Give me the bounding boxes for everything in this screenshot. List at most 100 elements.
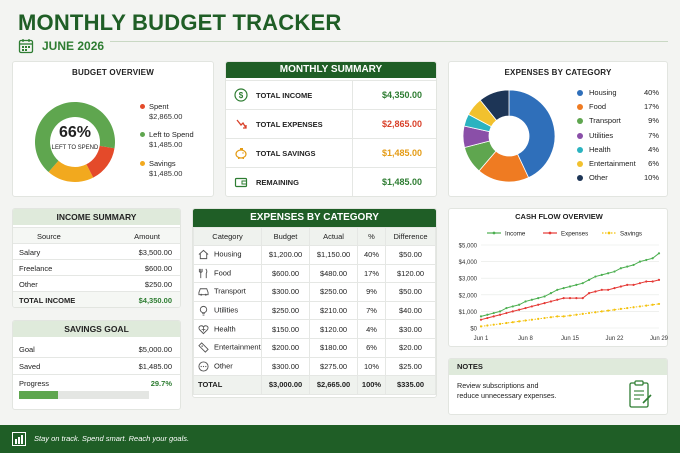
donut-segment-spent	[86, 145, 115, 178]
data-point-income	[511, 305, 514, 308]
data-point-savings	[543, 316, 546, 320]
data-point-savings	[486, 324, 489, 327]
data-point-savings	[619, 307, 622, 311]
expense-table-title: EXPENSES BY CATEGORY	[193, 209, 436, 227]
legend-savings: Savings $1,485.00	[140, 159, 182, 179]
data-point-income	[537, 297, 540, 300]
budget-donut-chart	[34, 102, 116, 182]
category-legend-health: Health 4%	[577, 145, 659, 155]
summary-row-savings: TOTAL SAVINGS $1,485.00	[226, 138, 436, 167]
data-point-expenses	[657, 278, 661, 281]
data-point-expenses	[613, 287, 616, 290]
x-tick-label: Jun 29	[650, 336, 669, 342]
data-point-expenses	[619, 285, 622, 288]
data-point-expenses	[562, 297, 565, 300]
data-point-income	[575, 283, 578, 286]
data-point-expenses	[530, 305, 533, 308]
category-legend-other: Other 10%	[577, 173, 659, 183]
summary-row-remaining: REMAINING $1,485.00	[226, 167, 436, 196]
notes-card: NOTES Review subscriptions and reduce un…	[448, 358, 668, 415]
car-icon	[198, 288, 209, 297]
data-point-expenses	[524, 306, 527, 310]
data-point-savings	[613, 308, 616, 311]
budget-center-value: 66%	[58, 124, 92, 141]
expense-row-health: Health $150.00 $120.00 4% $30.00	[193, 319, 436, 339]
data-point-expenses	[518, 308, 521, 311]
footer-text: Stay on track. Spend smart. Reach your g…	[34, 434, 190, 443]
data-point-expenses	[600, 288, 603, 291]
data-point-income	[556, 288, 559, 291]
legend-left-to-spend: Left to Spend $1,485.00	[140, 130, 194, 150]
data-point-income	[518, 303, 521, 306]
data-point-expenses	[505, 311, 508, 315]
y-tick-label: $2,000	[459, 293, 478, 299]
y-tick-label: $1,000	[459, 310, 478, 316]
data-point-income	[486, 313, 489, 316]
data-point-income	[638, 260, 642, 263]
data-point-savings	[556, 315, 559, 318]
data-point-expenses	[486, 316, 489, 320]
expense-table: Category Budget Actual % Difference Hous…	[193, 227, 436, 395]
data-point-expenses	[594, 290, 597, 293]
data-point-income	[568, 285, 572, 288]
page-title: MONTHLY BUDGET TRACKER	[18, 10, 342, 35]
house-icon	[198, 250, 209, 260]
month-label: JUNE 2026	[42, 39, 105, 53]
category-legend-housing: Housing 40%	[577, 88, 659, 98]
expense-total-row: TOTAL $3,000.00 $2,665.00 100% $335.00	[193, 375, 436, 395]
legend-income: Income	[487, 231, 526, 238]
ticket-icon	[198, 342, 209, 353]
data-point-savings	[626, 306, 629, 310]
x-tick-label: Jun 1	[474, 336, 489, 342]
income-total-row: TOTAL INCOME $4,350.00	[13, 291, 180, 307]
data-point-savings	[479, 325, 483, 328]
data-point-income	[645, 258, 648, 262]
data-point-savings	[632, 306, 635, 309]
dots-icon	[198, 361, 209, 372]
budget-center-label: LEFT TO SPEND	[51, 145, 99, 151]
data-point-income	[492, 311, 495, 315]
y-tick-label: $3,000	[459, 277, 478, 283]
data-point-savings	[568, 314, 572, 317]
data-point-expenses	[587, 292, 591, 295]
data-point-income	[613, 270, 616, 273]
data-point-income	[632, 263, 635, 267]
data-point-savings	[562, 315, 565, 318]
income-summary-card: INCOME SUMMARY Source Amount Salary $3,5…	[12, 208, 181, 308]
x-tick-label: Jun 22	[605, 336, 624, 342]
legend-savings: Savings	[602, 231, 642, 238]
data-point-savings	[600, 310, 603, 313]
category-legend-food: Food 17%	[577, 102, 659, 112]
income-row: Salary $3,500.00	[13, 243, 180, 259]
svg-text:Income: Income	[505, 231, 526, 238]
data-point-income	[479, 315, 483, 318]
y-tick-label: $0	[470, 327, 477, 333]
data-point-income	[594, 275, 597, 278]
notes-clipboard-icon	[629, 380, 652, 408]
piggy-bank-icon	[234, 148, 247, 159]
category-legend-transport: Transport 9%	[577, 116, 659, 126]
wallet-icon	[234, 177, 248, 188]
expense-row-utilities: Utilities $250.00 $210.00 7% $40.00	[193, 300, 436, 321]
data-point-expenses	[511, 310, 514, 313]
notes-title: NOTES	[449, 359, 667, 375]
data-point-savings	[549, 316, 553, 319]
data-point-savings	[638, 305, 642, 308]
svg-text:Savings: Savings	[620, 231, 642, 238]
donut-segment-left-to-spend	[34, 102, 116, 173]
header-divider	[18, 41, 668, 42]
svg-text:Expenses: Expenses	[561, 231, 588, 238]
monthly-summary-title: MONTHLY SUMMARY	[226, 62, 436, 78]
month-selector[interactable]: JUNE 2026	[18, 38, 111, 54]
category-legend-entertainment: Entertainment 6%	[577, 159, 659, 169]
bulb-icon	[199, 305, 208, 316]
data-point-expenses	[556, 298, 559, 301]
footer-bar: Stay on track. Spend smart. Reach your g…	[0, 425, 680, 453]
data-point-savings	[587, 311, 591, 315]
income-row: Other $250.00	[13, 275, 180, 291]
notes-text[interactable]: Review subscriptions and reduce unnecess…	[457, 381, 557, 400]
savings-progress-bar	[19, 391, 149, 399]
bar-chart-icon	[12, 432, 26, 446]
dollar-icon: $	[234, 88, 248, 102]
expense-row-other: Other $300.00 $275.00 10% $25.00	[193, 356, 436, 377]
